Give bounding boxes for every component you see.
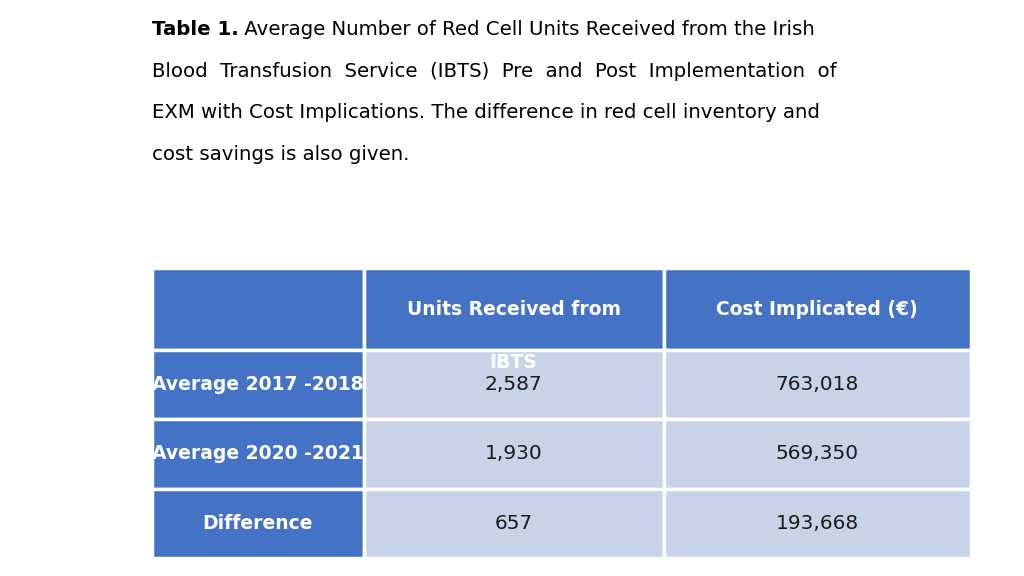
Text: Cost Implicated (€): Cost Implicated (€) bbox=[716, 300, 919, 319]
Text: Blood  Transfusion  Service  (IBTS)  Pre  and  Post  Implementation  of: Blood Transfusion Service (IBTS) Pre and… bbox=[152, 62, 837, 81]
Text: cost savings is also given.: cost savings is also given. bbox=[152, 145, 409, 164]
Text: 193,668: 193,668 bbox=[775, 514, 859, 533]
Text: Average Number of Red Cell Units Received from the Irish: Average Number of Red Cell Units Receive… bbox=[239, 20, 815, 39]
Text: Difference: Difference bbox=[203, 514, 312, 533]
Text: 569,350: 569,350 bbox=[775, 445, 859, 464]
Text: 2,587: 2,587 bbox=[484, 376, 543, 395]
Text: Number of Red Cell

Units Received from

IBTS: Number of Red Cell Units Received from I… bbox=[407, 247, 621, 372]
Text: 763,018: 763,018 bbox=[775, 376, 859, 395]
Text: Table 1.: Table 1. bbox=[152, 20, 239, 39]
Text: Average 2020 -2021: Average 2020 -2021 bbox=[152, 445, 364, 464]
Text: Average 2017 -2018: Average 2017 -2018 bbox=[152, 376, 364, 395]
Text: 1,930: 1,930 bbox=[484, 445, 543, 464]
Text: 657: 657 bbox=[495, 514, 532, 533]
Text: EXM with Cost Implications. The difference in red cell inventory and: EXM with Cost Implications. The differen… bbox=[152, 103, 819, 122]
